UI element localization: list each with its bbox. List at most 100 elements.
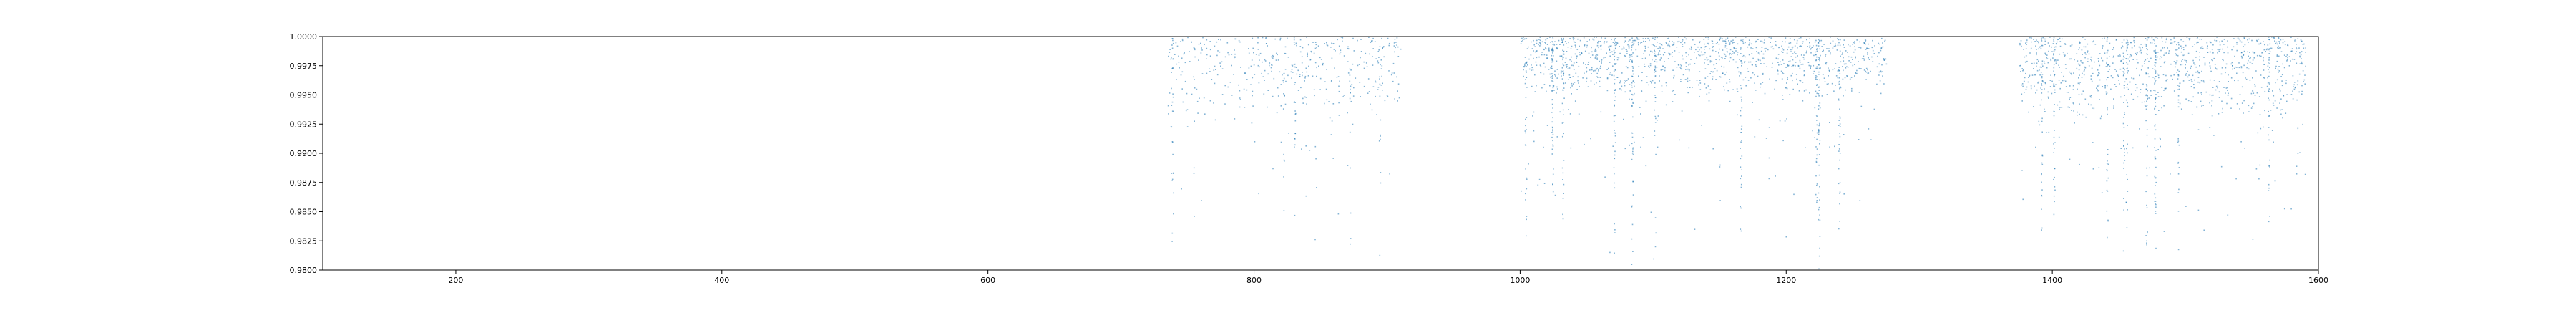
scatter-point xyxy=(1551,80,1553,82)
scatter-point xyxy=(1631,62,1633,63)
scatter-point xyxy=(2196,106,2197,108)
scatter-point xyxy=(2154,201,2155,202)
scatter-point xyxy=(1596,37,1597,38)
scatter-point xyxy=(1539,39,1541,42)
scatter-point xyxy=(1533,57,1534,59)
scatter-point xyxy=(1847,52,1848,53)
scatter-point xyxy=(1220,65,1221,67)
scatter-point xyxy=(1863,42,1865,44)
scatter-point xyxy=(1640,42,1641,44)
scatter-point xyxy=(2232,65,2233,67)
scatter-point xyxy=(1815,175,1817,177)
scatter-point xyxy=(2147,95,2148,97)
scatter-point xyxy=(1859,41,1860,43)
scatter-point xyxy=(2181,64,2183,66)
scatter-point xyxy=(1313,89,1315,90)
scatter-point xyxy=(1676,67,1678,68)
scatter-point xyxy=(2054,189,2056,191)
scatter-point xyxy=(2294,39,2296,40)
scatter-point xyxy=(1280,84,1282,85)
scatter-point xyxy=(1707,37,1709,38)
scatter-point xyxy=(1261,72,1262,74)
scatter-point xyxy=(1531,64,1532,66)
scatter-point xyxy=(1647,46,1649,48)
scatter-point xyxy=(1762,53,1765,55)
scatter-point xyxy=(1299,76,1301,77)
scatter-point xyxy=(1551,41,1553,42)
scatter-point xyxy=(1680,65,1682,67)
scatter-point xyxy=(1337,213,1340,215)
scatter-point xyxy=(2193,87,2195,89)
scatter-point xyxy=(2031,74,2034,76)
scatter-point xyxy=(2210,42,2212,44)
scatter-point xyxy=(1838,67,1840,68)
scatter-point xyxy=(1815,77,1817,79)
scatter-point xyxy=(2175,49,2177,51)
scatter-point xyxy=(1531,67,1533,69)
scatter-point xyxy=(1805,52,1807,54)
scatter-point xyxy=(2073,110,2074,112)
scatter-point xyxy=(1349,74,1351,76)
scatter-point xyxy=(1343,55,1345,57)
scatter-point xyxy=(1644,66,1646,67)
scatter-point xyxy=(1782,140,1784,142)
scatter-point xyxy=(2188,74,2190,76)
scatter-point xyxy=(2155,55,2156,57)
scatter-point xyxy=(2127,54,2129,55)
scatter-point xyxy=(1591,51,1593,53)
scatter-point xyxy=(1865,41,1866,42)
scatter-point xyxy=(2064,80,2067,82)
scatter-point xyxy=(2073,103,2074,105)
scatter-point xyxy=(2147,37,2149,39)
scatter-point xyxy=(1252,105,1254,107)
scatter-point xyxy=(1805,147,1806,148)
scatter-point xyxy=(1782,99,1784,100)
scatter-point xyxy=(1657,42,1658,43)
scatter-point xyxy=(1832,47,1834,49)
scatter-point xyxy=(1540,44,1542,46)
scatter-point xyxy=(2165,74,2167,77)
scatter-point xyxy=(1583,37,1585,39)
scatter-point xyxy=(1629,54,1631,57)
scatter-point xyxy=(1294,144,1296,146)
scatter-point xyxy=(1552,38,1554,39)
scatter-point xyxy=(1234,38,1236,40)
scatter-point xyxy=(1666,42,1667,44)
scatter-point xyxy=(1669,54,1671,56)
scatter-point xyxy=(1307,54,1308,56)
scatter-point xyxy=(1768,37,1770,38)
scatter-point xyxy=(2301,40,2302,42)
scatter-point xyxy=(2269,166,2270,168)
scatter-point xyxy=(1614,154,1616,156)
scatter-point xyxy=(2132,147,2134,149)
scatter-point xyxy=(2250,57,2251,59)
scatter-point xyxy=(1604,176,1606,178)
scatter-point xyxy=(2053,70,2054,72)
scatter-point xyxy=(1752,48,1754,49)
scatter-point xyxy=(1551,121,1553,123)
scatter-point xyxy=(1760,63,1762,64)
scatter-point xyxy=(2241,102,2243,104)
scatter-point xyxy=(1525,62,1526,63)
scatter-point xyxy=(2139,47,2141,49)
scatter-point xyxy=(1737,67,1739,69)
scatter-point xyxy=(1612,42,1614,43)
scatter-point xyxy=(2024,92,2025,93)
scatter-point xyxy=(1877,55,1878,57)
scatter-point xyxy=(2253,52,2255,54)
scatter-point xyxy=(1717,42,1718,44)
scatter-point xyxy=(2268,139,2270,141)
scatter-point xyxy=(2125,42,2127,44)
scatter-point xyxy=(2227,90,2228,91)
scatter-point xyxy=(1314,239,1316,241)
scatter-point xyxy=(1561,122,1563,124)
scatter-point xyxy=(1763,63,1765,64)
scatter-point xyxy=(1573,64,1574,67)
scatter-point xyxy=(1729,44,1731,45)
scatter-point xyxy=(1350,85,1352,87)
scatter-point xyxy=(1792,48,1793,50)
scatter-point xyxy=(1629,84,1631,85)
scatter-point xyxy=(1181,57,1183,59)
scatter-point xyxy=(2145,95,2147,97)
scatter-point xyxy=(1747,68,1748,70)
